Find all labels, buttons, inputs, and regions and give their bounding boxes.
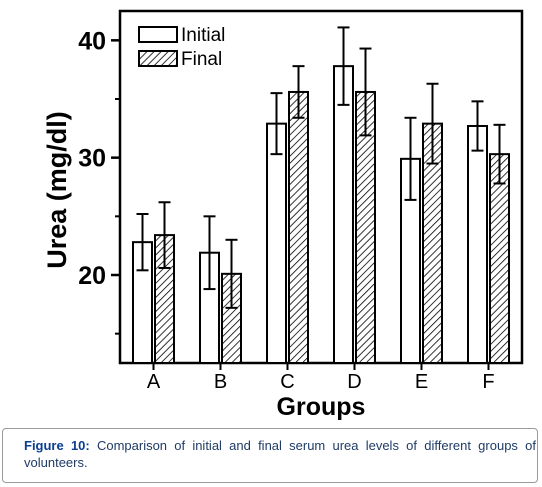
x-axis: A B C D E F xyxy=(147,363,495,393)
bar-final-C xyxy=(288,90,309,365)
figure-label: Figure 10: xyxy=(24,438,90,453)
x-tick-label: B xyxy=(214,371,227,393)
bar-series-group xyxy=(132,65,510,365)
legend-swatch-initial xyxy=(138,26,178,43)
bar-final-F xyxy=(489,153,510,364)
x-tick-label: E xyxy=(415,371,428,393)
plot-area-frame xyxy=(118,9,524,365)
legend: Initial Final xyxy=(138,25,225,70)
y-axis-title: Urea (mg/dl) xyxy=(42,111,72,269)
x-tick-label: C xyxy=(280,371,294,393)
y-tick-label: 40 xyxy=(78,27,106,55)
y-tick-label: 20 xyxy=(78,262,106,290)
figure-caption: Figure 10: Comparison of initial and fin… xyxy=(24,437,536,471)
x-tick-label: A xyxy=(147,371,161,393)
bar-initial-C xyxy=(266,122,287,364)
caption-box xyxy=(2,428,538,483)
y-axis: 20 30 40 xyxy=(78,27,120,335)
bar-chart: 20 30 40 A B C D E F Urea (mg/dl) Groups Initia… xyxy=(42,9,524,421)
y-tick-label: 30 xyxy=(78,145,106,173)
legend-label-initial: Initial xyxy=(181,25,225,46)
bar-initial-D xyxy=(333,65,354,364)
x-tick-label: F xyxy=(482,371,494,393)
figure-caption-text: Comparison of initial and final serum ur… xyxy=(24,438,536,470)
x-axis-title: Groups xyxy=(277,393,366,421)
bar-initial-F xyxy=(467,124,488,364)
x-tick-label: D xyxy=(347,371,361,393)
error-bar-group xyxy=(136,26,506,309)
legend-label-final: Final xyxy=(181,49,222,70)
legend-swatch-final xyxy=(138,50,178,67)
